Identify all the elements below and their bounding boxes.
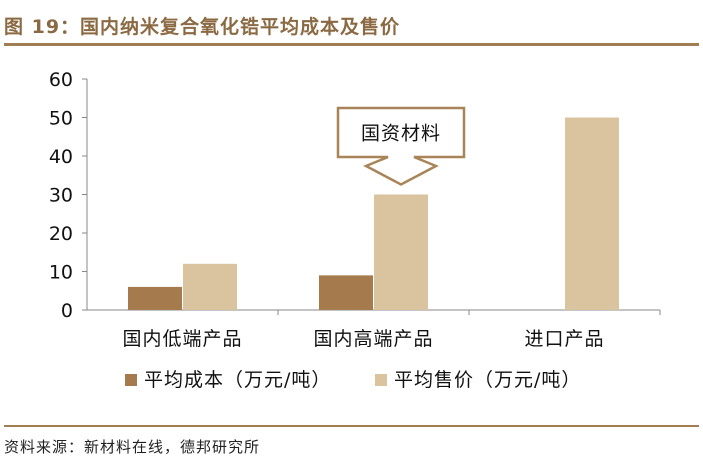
legend-swatch-price: [375, 374, 387, 386]
bar-price: [183, 263, 237, 310]
bar-price: [565, 117, 619, 310]
callout-box: [336, 106, 466, 186]
x-category-label: 进口产品: [524, 328, 604, 350]
y-tick-label: 60: [49, 69, 73, 91]
y-tick-label: 20: [49, 223, 73, 245]
source-note: 资料来源：新材料在线，德邦研究所: [4, 438, 261, 456]
x-category-label: 国内低端产品: [122, 328, 242, 350]
legend-swatch-cost: [125, 374, 137, 386]
x-category-label: 国内高端产品: [313, 328, 433, 350]
y-tick-label: 0: [61, 300, 73, 322]
legend-label: 平均售价（万元/吨）: [394, 369, 581, 391]
y-tick-label: 30: [49, 185, 73, 207]
source-rule: [4, 425, 699, 427]
callout-label: 国资材料: [361, 123, 441, 145]
y-tick-label: 40: [49, 146, 73, 168]
bar-cost: [128, 286, 182, 310]
y-tick-label: 50: [49, 108, 73, 130]
bar-price: [374, 194, 428, 310]
y-tick-label: 10: [49, 262, 73, 284]
figure-title: 图 19：国内纳米复合氧化锆平均成本及售价: [4, 16, 401, 38]
legend-label: 平均成本（万元/吨）: [144, 369, 331, 391]
title-rule: [4, 43, 699, 46]
bar-cost: [319, 275, 373, 310]
